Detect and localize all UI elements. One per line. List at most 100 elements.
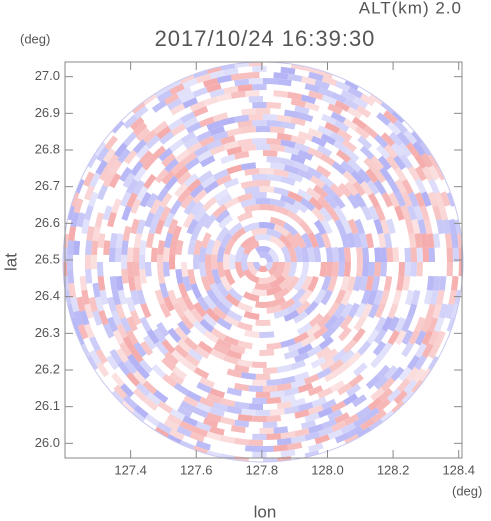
echo-cell bbox=[320, 218, 333, 235]
echo-cell bbox=[202, 313, 218, 328]
echo-cell bbox=[380, 132, 396, 147]
echo-cell bbox=[360, 93, 376, 107]
echo-cell bbox=[408, 232, 417, 248]
echo-cell bbox=[206, 139, 222, 151]
y-unit: (deg) bbox=[20, 31, 50, 46]
echo-cell bbox=[307, 404, 324, 415]
echo-cell bbox=[353, 96, 369, 109]
echo-cell bbox=[259, 427, 274, 435]
echo-cell bbox=[164, 175, 179, 191]
echo-cell bbox=[391, 400, 405, 414]
echo-cell bbox=[211, 239, 222, 256]
echo-cell bbox=[166, 413, 183, 426]
echo-cell bbox=[380, 219, 390, 235]
echo-cell bbox=[399, 153, 413, 169]
echo-cell bbox=[297, 382, 314, 393]
echo-cell bbox=[115, 275, 124, 291]
echo-cell bbox=[226, 405, 242, 415]
echo-cell bbox=[392, 289, 402, 306]
echo-cell bbox=[130, 347, 144, 363]
echo-cell bbox=[123, 149, 138, 165]
echo-cell bbox=[293, 161, 310, 173]
echo-cell bbox=[116, 323, 128, 339]
echo-cell bbox=[294, 409, 310, 419]
echo-cell bbox=[212, 306, 228, 320]
echo-cell bbox=[427, 153, 439, 169]
echo-cell bbox=[266, 228, 283, 239]
y-axis-label: lat bbox=[1, 253, 20, 271]
echo-cell bbox=[380, 410, 394, 423]
echo-cell bbox=[304, 66, 320, 74]
echo-cell bbox=[367, 289, 378, 306]
echo-cell bbox=[374, 247, 382, 262]
echo-cell bbox=[411, 379, 424, 393]
echo-cell bbox=[107, 296, 117, 313]
echo-cell bbox=[75, 178, 85, 194]
echo-cell bbox=[255, 373, 271, 381]
echo-cell bbox=[401, 316, 413, 333]
echo-cell bbox=[427, 355, 439, 371]
echo-cell bbox=[323, 369, 340, 383]
echo-cell bbox=[374, 303, 386, 319]
echo-cell bbox=[195, 421, 212, 432]
echo-cell bbox=[307, 231, 319, 248]
echo-cell bbox=[297, 401, 314, 412]
echo-cell bbox=[341, 138, 357, 153]
echo-cell bbox=[252, 138, 267, 145]
echo-cell bbox=[132, 247, 140, 262]
echo-cell bbox=[145, 134, 161, 149]
echo-cell bbox=[163, 296, 175, 312]
echo-cell bbox=[405, 366, 420, 382]
echo-cell bbox=[360, 417, 376, 431]
echo-cell bbox=[408, 329, 421, 345]
echo-cell bbox=[310, 175, 326, 189]
echo-cell bbox=[130, 198, 142, 214]
y-tick-label: 26.5 bbox=[35, 251, 60, 266]
echo-cell bbox=[266, 102, 282, 109]
echo-cell bbox=[73, 240, 81, 255]
echo-cell bbox=[376, 112, 391, 126]
echo-cell bbox=[180, 400, 196, 413]
echo-cell bbox=[212, 131, 229, 142]
echo-cell bbox=[293, 232, 307, 249]
echo-cell bbox=[338, 182, 352, 198]
echo-cell bbox=[266, 156, 282, 164]
echo-cell bbox=[340, 349, 355, 364]
echo-cell bbox=[216, 193, 233, 207]
echo-cell bbox=[192, 106, 209, 117]
echo-cell bbox=[270, 390, 285, 398]
echo-cell bbox=[340, 89, 356, 102]
echo-cell bbox=[416, 247, 423, 262]
echo-cell bbox=[220, 416, 236, 426]
echo-cell bbox=[234, 364, 250, 373]
echo-cell bbox=[393, 390, 408, 405]
echo-cell bbox=[266, 304, 282, 314]
echo-cell bbox=[279, 298, 296, 311]
echo-cell bbox=[237, 414, 253, 422]
echo-cell bbox=[280, 375, 296, 385]
echo-cell bbox=[357, 340, 372, 356]
echo-cell bbox=[356, 262, 364, 277]
echo-cell bbox=[263, 150, 278, 157]
echo-cell bbox=[347, 86, 364, 99]
echo-cell bbox=[442, 219, 451, 235]
echo-cell bbox=[321, 325, 337, 341]
echo-cell bbox=[103, 323, 115, 339]
echo-cell bbox=[387, 329, 400, 346]
echo-cell bbox=[304, 101, 320, 112]
echo-cell bbox=[365, 233, 374, 249]
echo-cell bbox=[133, 233, 143, 249]
echo-cell bbox=[380, 101, 394, 114]
echo-cell bbox=[223, 354, 239, 365]
echo-cell bbox=[367, 397, 383, 411]
echo-cell bbox=[200, 275, 212, 292]
echo-cell bbox=[223, 253, 230, 271]
echo-cell bbox=[432, 233, 441, 248]
echo-cell bbox=[420, 317, 432, 333]
echo-cell bbox=[219, 275, 233, 292]
echo-cell bbox=[368, 192, 381, 209]
echo-cell bbox=[432, 276, 441, 291]
echo-cell bbox=[317, 125, 333, 137]
echo-cell bbox=[405, 142, 420, 158]
echo-cell bbox=[276, 132, 292, 142]
